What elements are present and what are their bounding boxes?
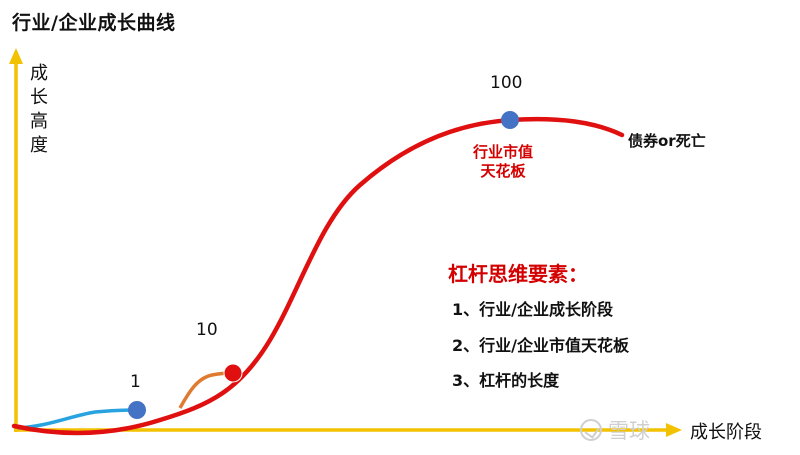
- watermark-text: 雪球: [608, 419, 650, 443]
- point-1-label: 1: [130, 372, 141, 392]
- point-100-marker: [501, 111, 519, 129]
- point-100-label: 100: [490, 73, 523, 93]
- leverage-item: 3、杠杆的长度: [452, 371, 560, 390]
- early-stage-curve: [17, 408, 138, 430]
- end-label: 债券or死亡: [628, 132, 706, 150]
- point-10-label: 10: [196, 320, 218, 340]
- leverage-title: 杠杆思维要素：: [448, 262, 588, 286]
- page-title: 行业/企业成长曲线: [12, 12, 176, 34]
- y-axis-label: 成长高度: [30, 63, 48, 156]
- x-axis-label: 成长阶段: [690, 422, 762, 443]
- snowball-logo-icon: [580, 419, 602, 441]
- leverage-item: 1、行业/企业成长阶段: [452, 300, 613, 319]
- point-1-marker: [128, 401, 146, 419]
- y-axis-arrow: [9, 48, 23, 64]
- ceiling-label: 行业市值 天花板: [472, 143, 533, 180]
- watermark: 雪球: [580, 415, 650, 445]
- point-10-marker: [223, 363, 243, 383]
- x-axis-arrow: [666, 423, 682, 437]
- leverage-item: 2、行业/企业市值天花板: [452, 336, 629, 355]
